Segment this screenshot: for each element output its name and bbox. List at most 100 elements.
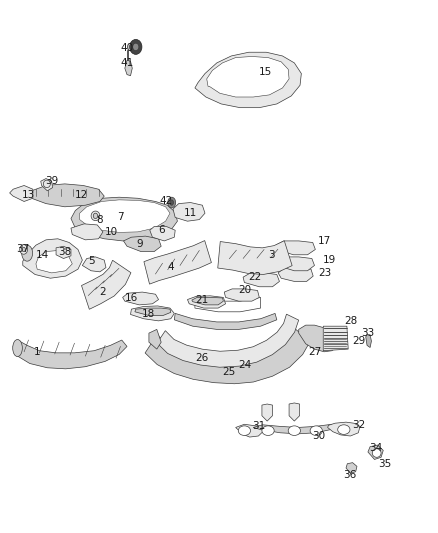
Text: 42: 42 — [159, 197, 172, 206]
Text: 11: 11 — [184, 208, 197, 218]
Ellipse shape — [13, 340, 22, 357]
Text: 38: 38 — [58, 247, 71, 256]
Text: 37: 37 — [16, 245, 29, 254]
Polygon shape — [81, 260, 131, 309]
Polygon shape — [41, 179, 53, 191]
Text: 14: 14 — [36, 250, 49, 260]
Ellipse shape — [22, 247, 25, 252]
Polygon shape — [195, 52, 301, 108]
Text: 12: 12 — [74, 190, 88, 199]
Ellipse shape — [262, 426, 274, 435]
Polygon shape — [368, 445, 383, 459]
Polygon shape — [236, 424, 263, 437]
Text: 6: 6 — [159, 225, 166, 235]
Polygon shape — [71, 224, 103, 240]
Text: 34: 34 — [369, 443, 382, 453]
Text: 5: 5 — [88, 256, 95, 266]
Text: 39: 39 — [45, 176, 58, 186]
Polygon shape — [135, 308, 171, 316]
Polygon shape — [23, 239, 82, 278]
Polygon shape — [187, 296, 226, 308]
Ellipse shape — [310, 426, 322, 435]
Text: 16: 16 — [125, 294, 138, 303]
Polygon shape — [192, 297, 223, 305]
Text: 10: 10 — [105, 227, 118, 237]
Text: 8: 8 — [96, 215, 103, 224]
Polygon shape — [195, 297, 261, 312]
Text: 31: 31 — [252, 422, 265, 431]
Polygon shape — [13, 340, 127, 369]
Text: 27: 27 — [308, 347, 321, 357]
Polygon shape — [328, 422, 360, 436]
Polygon shape — [82, 257, 106, 272]
Polygon shape — [123, 292, 159, 305]
Ellipse shape — [170, 200, 173, 205]
Text: 1: 1 — [34, 347, 41, 357]
Text: 17: 17 — [318, 236, 331, 246]
Text: 3: 3 — [268, 250, 275, 260]
Text: 41: 41 — [120, 58, 134, 68]
Polygon shape — [80, 200, 170, 232]
Text: 2: 2 — [99, 287, 106, 297]
Ellipse shape — [338, 425, 350, 434]
Text: 20: 20 — [238, 286, 251, 295]
Text: 9: 9 — [136, 239, 143, 249]
Polygon shape — [276, 241, 315, 255]
Polygon shape — [277, 257, 314, 271]
Polygon shape — [224, 289, 259, 301]
Polygon shape — [149, 329, 161, 349]
Ellipse shape — [21, 245, 32, 261]
Ellipse shape — [372, 449, 381, 457]
Polygon shape — [278, 268, 313, 281]
Polygon shape — [346, 463, 357, 473]
Polygon shape — [71, 197, 177, 241]
Polygon shape — [157, 314, 299, 367]
Text: 26: 26 — [196, 353, 209, 363]
Polygon shape — [10, 185, 33, 201]
Text: 7: 7 — [117, 213, 124, 222]
Text: 33: 33 — [361, 328, 374, 338]
Text: 13: 13 — [22, 190, 35, 199]
Polygon shape — [36, 251, 72, 273]
Polygon shape — [145, 328, 310, 384]
Ellipse shape — [133, 43, 139, 51]
Polygon shape — [366, 335, 371, 348]
Polygon shape — [150, 227, 175, 241]
Polygon shape — [218, 241, 292, 274]
Polygon shape — [56, 246, 71, 259]
Ellipse shape — [238, 426, 251, 435]
Polygon shape — [243, 273, 279, 287]
Text: 40: 40 — [120, 43, 134, 53]
Polygon shape — [299, 325, 338, 352]
Polygon shape — [262, 404, 272, 421]
Text: 22: 22 — [248, 272, 261, 282]
Ellipse shape — [93, 213, 98, 219]
Text: 19: 19 — [323, 255, 336, 265]
Ellipse shape — [288, 426, 300, 435]
Polygon shape — [207, 56, 289, 97]
Ellipse shape — [20, 245, 28, 254]
Ellipse shape — [91, 211, 100, 221]
Text: 21: 21 — [196, 295, 209, 304]
Text: 35: 35 — [378, 459, 391, 469]
Text: 25: 25 — [222, 367, 235, 377]
Polygon shape — [173, 203, 205, 221]
Polygon shape — [253, 424, 332, 434]
Text: 28: 28 — [345, 316, 358, 326]
Polygon shape — [289, 403, 300, 421]
Ellipse shape — [130, 39, 142, 54]
Text: 24: 24 — [238, 360, 251, 370]
Text: 4: 4 — [167, 262, 174, 271]
Text: 32: 32 — [352, 421, 365, 430]
Polygon shape — [323, 326, 348, 351]
Text: 29: 29 — [353, 336, 366, 346]
Text: 18: 18 — [142, 310, 155, 319]
Polygon shape — [125, 60, 132, 76]
Polygon shape — [131, 306, 174, 321]
Text: 36: 36 — [343, 471, 356, 480]
Polygon shape — [144, 240, 212, 284]
Ellipse shape — [168, 197, 176, 208]
Text: 30: 30 — [312, 431, 325, 441]
Polygon shape — [26, 184, 104, 207]
Text: 15: 15 — [258, 67, 272, 77]
